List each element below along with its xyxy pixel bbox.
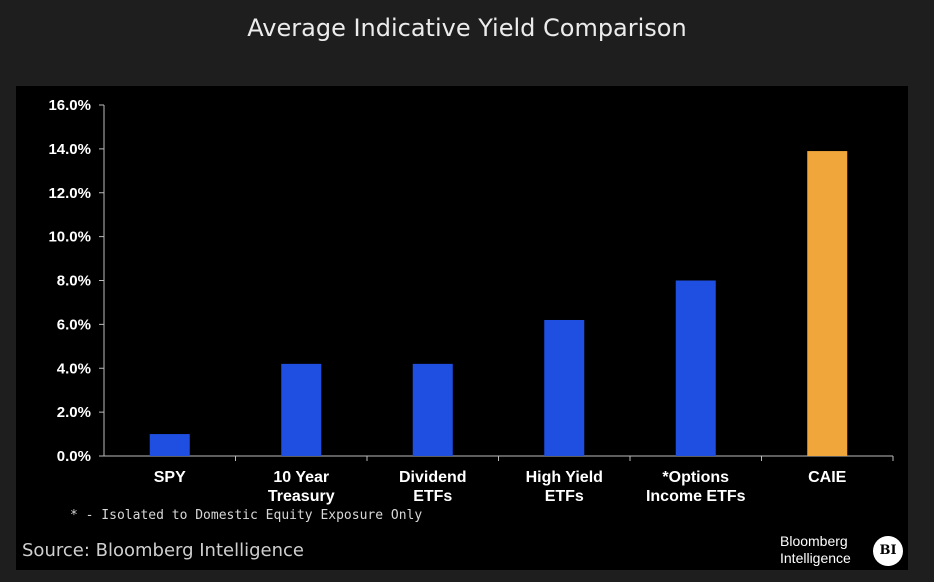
x-tick-label: CAIE (808, 469, 847, 486)
x-tick-label: 10 Year (273, 469, 329, 486)
bar (149, 434, 190, 456)
bi-logo-icon: BI (873, 536, 903, 566)
bar (807, 151, 848, 456)
x-tick-label: SPY (154, 469, 186, 486)
logo-line-2: Intelligence (780, 550, 851, 566)
x-tick-label: Treasury (268, 488, 335, 505)
x-tick-label: Income ETFs (646, 488, 746, 505)
bar (544, 319, 585, 456)
x-tick-label: ETFs (545, 488, 584, 505)
bloomberg-intelligence-logo: Bloomberg Intelligence (780, 533, 870, 567)
x-tick-label: Dividend (399, 469, 467, 486)
y-tick-label: 2.0% (57, 404, 91, 421)
x-tick-label: ETFs (413, 488, 452, 505)
bar (675, 280, 716, 456)
y-tick-label: 10.0% (48, 229, 91, 246)
y-tick-label: 0.0% (57, 448, 91, 465)
bar (281, 363, 322, 456)
y-tick-label: 8.0% (57, 273, 91, 290)
y-tick-label: 14.0% (48, 141, 91, 158)
x-tick-label: *Options (662, 469, 729, 486)
source-note: Source: Bloomberg Intelligence (22, 540, 304, 561)
x-tick-label: High Yield (526, 469, 603, 486)
logo-line-1: Bloomberg (780, 533, 848, 549)
bar (412, 363, 453, 456)
y-tick-label: 16.0% (48, 97, 91, 114)
footnote: * - Isolated to Domestic Equity Exposure… (70, 508, 423, 523)
chart-panel (16, 86, 908, 570)
y-tick-label: 4.0% (57, 360, 91, 377)
chart-title: Average Indicative Yield Comparison (247, 14, 687, 42)
y-tick-label: 12.0% (48, 185, 91, 202)
y-tick-label: 6.0% (57, 316, 91, 333)
